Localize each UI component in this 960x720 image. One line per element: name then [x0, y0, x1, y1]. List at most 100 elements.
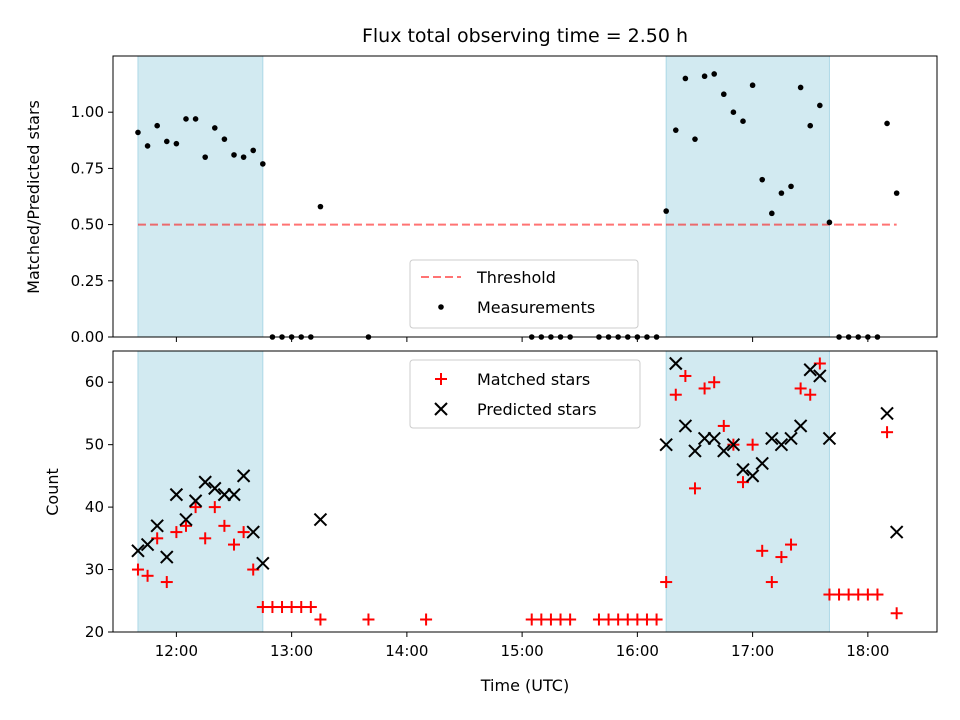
y-tick-label: 0.75 — [71, 159, 104, 177]
matched-star-point — [179, 519, 192, 532]
predicted-star-point — [140, 537, 155, 552]
matched-star-point — [420, 613, 433, 626]
top-y-ticks: 0.00 0.25 0.50 0.75 1.00 — [71, 103, 113, 346]
predicted-star-point — [256, 556, 270, 571]
y-tick-label: 30 — [85, 561, 104, 579]
matched-star-point — [746, 438, 759, 451]
matched-star-point — [804, 388, 817, 401]
measurement-point — [154, 122, 160, 129]
matched-star-point — [660, 576, 673, 589]
predicted-star-point — [150, 519, 164, 533]
bottom-plot-frame — [112, 350, 938, 633]
predicted-star-point — [697, 431, 712, 446]
predicted-star-point — [678, 419, 693, 433]
measurement-point — [893, 190, 900, 196]
matched-star-point — [228, 538, 241, 551]
measurement-point — [740, 118, 746, 124]
predicted-star-point — [889, 525, 904, 539]
predicted-star-point — [717, 444, 731, 458]
shaded-interval — [665, 350, 830, 633]
matched-star-point — [698, 382, 711, 395]
matched-star-point — [794, 382, 807, 395]
measurement-point — [672, 127, 679, 133]
predicted-star-point — [131, 544, 145, 558]
y-tick-label: 50 — [85, 436, 104, 454]
top-panel: Flux total observing time = 2.50 h 0.00 0… — [24, 25, 938, 346]
x-axis-label: Time (UTC) — [480, 676, 569, 695]
measurement-point — [192, 116, 199, 122]
y-tick-label: 0.50 — [71, 216, 104, 234]
threshold-legend-label: Threshold — [476, 268, 556, 287]
bottom-panel: 20 30 40 50 60 12:00 13:00 14:00 15:00 16:00 17:0… — [43, 350, 938, 695]
measurement-point — [759, 176, 766, 183]
predicted-star-point — [198, 475, 212, 489]
y-tick-label: 0.00 — [71, 328, 104, 346]
matched-legend-label: Matched stars — [477, 370, 590, 389]
matched-stars-points — [131, 357, 903, 626]
measurement-point — [807, 122, 814, 129]
predicted-star-point — [765, 431, 779, 446]
shaded-interval — [137, 55, 264, 338]
measurement-point — [884, 120, 890, 127]
shaded-interval — [137, 350, 264, 633]
matched-star-point — [189, 501, 202, 514]
measurement-point — [749, 82, 756, 89]
matched-star-point — [775, 551, 788, 564]
top-shaded-intervals — [137, 55, 830, 338]
matched-legend-swatch — [435, 373, 447, 385]
predicted-star-point — [880, 406, 894, 421]
matched-star-point — [564, 613, 577, 626]
matched-star-point — [314, 613, 327, 626]
measurement-point — [250, 147, 257, 154]
chart-title: Flux total observing time = 2.50 h — [362, 25, 688, 47]
predicted-star-point — [793, 419, 808, 433]
top-x-ticks — [175, 337, 869, 342]
y-tick-label: 40 — [85, 498, 104, 516]
matched-star-point — [765, 576, 778, 589]
measurement-point — [135, 129, 141, 136]
y-tick-label: 1.00 — [71, 103, 104, 121]
predicted-star-point — [688, 444, 702, 458]
bottom-y-axis-label: Count — [43, 468, 62, 516]
top-y-axis-label: Matched/Predicted stars — [24, 100, 43, 294]
predicted-star-point — [813, 369, 827, 383]
measurement-point — [144, 143, 151, 149]
predicted-star-point — [774, 437, 789, 452]
matched-star-point — [208, 501, 221, 514]
matched-star-point — [688, 482, 701, 495]
x-tick-label: 13:00 — [270, 642, 313, 660]
y-tick-label: 60 — [85, 373, 104, 391]
predicted-star-point — [822, 431, 837, 446]
predicted-stars-points — [131, 356, 904, 571]
matched-star-point — [890, 607, 903, 620]
predicted-star-point — [726, 437, 741, 452]
measurement-point — [797, 84, 804, 91]
predicted-star-point — [669, 356, 683, 371]
predicted-legend-label: Predicted stars — [477, 400, 597, 419]
matched-star-point — [362, 613, 375, 626]
predicted-star-point — [208, 481, 222, 496]
matched-star-point — [304, 601, 317, 614]
matched-star-point — [756, 544, 769, 557]
predicted-star-point — [745, 469, 760, 483]
measurement-point — [826, 219, 833, 226]
matched-star-point — [131, 563, 144, 576]
matched-star-point — [170, 526, 183, 539]
bottom-legend-box — [409, 359, 641, 429]
predicted-star-point — [736, 462, 750, 477]
predicted-star-point — [160, 550, 174, 564]
matched-star-point — [141, 569, 154, 582]
matched-star-point — [708, 376, 721, 389]
measurement-point — [778, 190, 785, 196]
measurement-point — [221, 136, 228, 142]
matched-star-point — [871, 588, 884, 601]
measurement-point — [817, 102, 823, 109]
y-tick-label: 20 — [85, 623, 104, 641]
top-legend: Threshold Measurements — [409, 259, 639, 329]
matched-star-point — [679, 369, 692, 382]
matched-star-point — [669, 388, 682, 401]
x-tick-label: 15:00 — [501, 642, 544, 660]
predicted-star-point — [179, 512, 193, 527]
predicted-star-point — [217, 487, 232, 502]
predicted-star-point — [659, 437, 673, 452]
